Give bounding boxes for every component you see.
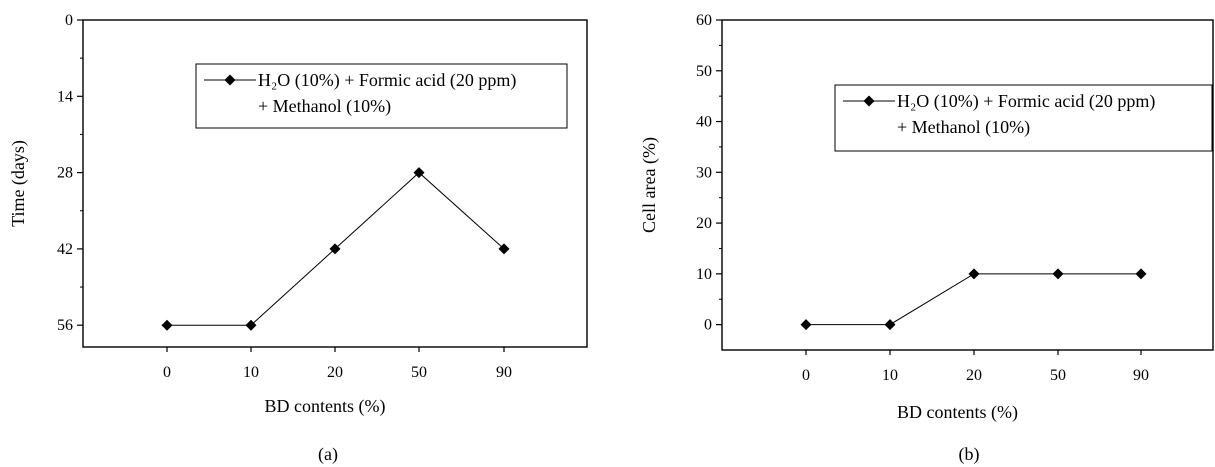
- chart-a: 0 14 28 42 56 0 10 20 50 90 BD contents (%) Time (d…: [8, 12, 588, 465]
- x-tick-label: 10: [882, 367, 898, 384]
- x-tick-label: 0: [163, 364, 171, 381]
- data-point-marker: [161, 319, 173, 331]
- series-line: [806, 273, 1141, 326]
- x-tick-label: 50: [1050, 367, 1066, 384]
- legend-label-line1: H₂O (10%) + Formic acid (20 ppm): [897, 91, 1155, 112]
- data-point-marker: [245, 319, 257, 331]
- y-tick-label: 20: [696, 215, 712, 232]
- y-tick-label: 10: [696, 266, 712, 283]
- x-tick-label: 90: [496, 364, 512, 381]
- x-tick-label: 90: [1133, 367, 1149, 384]
- data-point-marker: [413, 167, 425, 179]
- data-point-marker: [800, 319, 812, 331]
- y-tick-label: 0: [65, 12, 73, 29]
- x-tick-label: 20: [327, 364, 343, 381]
- y-tick-label: 50: [696, 63, 712, 80]
- data-point-marker: [884, 319, 896, 331]
- data-point-marker: [1135, 268, 1147, 280]
- legend-label-line1: H₂O (10%) + Formic acid (20 ppm): [258, 70, 516, 91]
- x-tick-label: 10: [243, 364, 259, 381]
- y-tick-label: 30: [696, 164, 712, 181]
- y-axis-label: Cell area (%): [639, 137, 660, 233]
- y-tick-label: 42: [57, 241, 73, 258]
- y-axis-label: Time (days): [8, 140, 29, 227]
- chart-caption: (a): [318, 444, 338, 465]
- y-tick-label: 40: [696, 114, 712, 131]
- x-tick-label: 20: [966, 367, 982, 384]
- x-tick-label: 50: [411, 364, 427, 381]
- data-point-marker: [1052, 268, 1064, 280]
- legend-marker: [224, 74, 236, 86]
- y-tick-label: 56: [57, 317, 73, 334]
- legend-label-line2: + Methanol (10%): [897, 117, 1030, 138]
- legend-box: [195, 63, 568, 129]
- y-tick-label: 28: [57, 165, 73, 182]
- y-tick-label: 60: [696, 12, 712, 29]
- legend-box: [834, 84, 1213, 152]
- legend-marker: [863, 95, 875, 107]
- y-tick-label: 14: [57, 88, 73, 105]
- y-tick-label: 0: [704, 317, 712, 334]
- x-axis-label: BD contents (%): [265, 396, 386, 417]
- x-axis-label: BD contents (%): [897, 402, 1018, 423]
- data-point-marker: [968, 268, 980, 280]
- legend-label-line2: + Methanol (10%): [258, 96, 391, 117]
- data-point-marker: [498, 243, 510, 255]
- chart-caption: (b): [959, 444, 980, 465]
- chart-b: 0 10 20 30 40 50 60 0 10 20 50 90 BD contents (%) Cel…: [639, 12, 1214, 465]
- data-point-marker: [329, 243, 341, 255]
- x-tick-label: 0: [802, 367, 810, 384]
- plot-frame: [721, 19, 1214, 351]
